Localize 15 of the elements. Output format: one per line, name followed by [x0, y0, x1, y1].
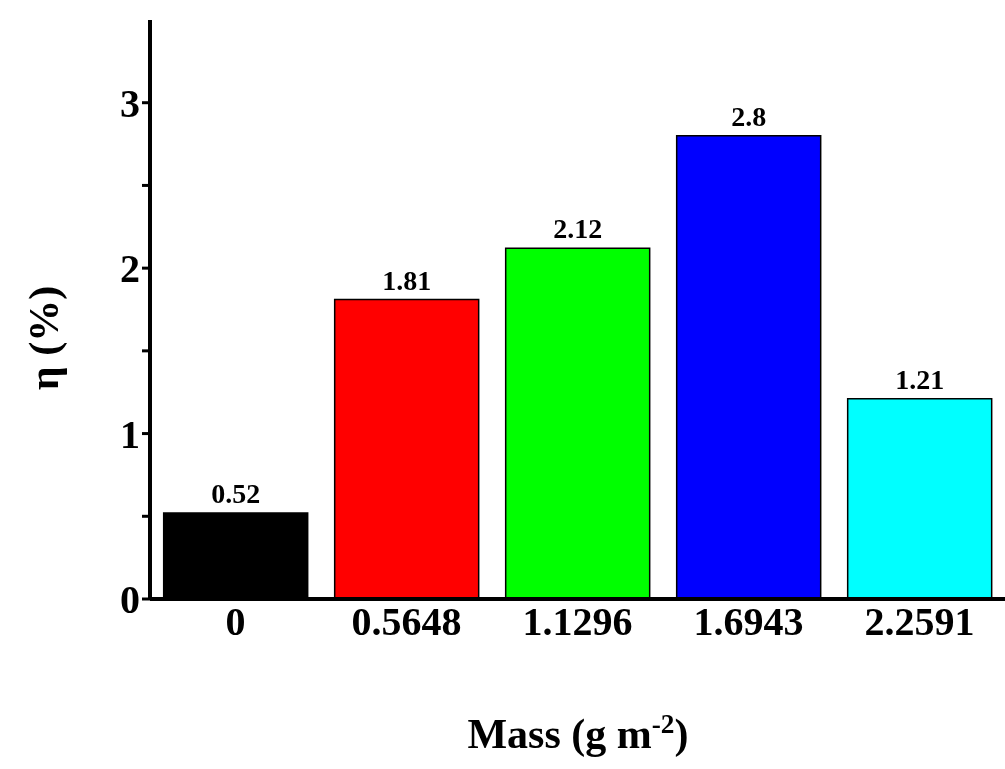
data-label: 1.21	[895, 363, 945, 395]
data-label: 1.81	[382, 264, 432, 296]
x-tick-label: 2.2591	[864, 599, 975, 645]
y-axis-title: η (%)	[21, 285, 68, 391]
x-tick-label: 1.1296	[522, 599, 633, 645]
x-tick-label: 0.5648	[351, 599, 462, 645]
data-label: 0.52	[211, 477, 261, 509]
y-tick-label: 2	[120, 246, 140, 292]
x-tick-label: 0	[225, 599, 246, 645]
x-tick-label: 1.6943	[693, 599, 804, 645]
y-tick-label: 1	[120, 411, 140, 457]
y-tick-label: 3	[120, 80, 140, 126]
x-axis-title: Mass (g m$^{-2}$)	[467, 709, 689, 758]
data-label: 2.8	[731, 100, 767, 132]
data-label: 2.12	[553, 213, 603, 245]
